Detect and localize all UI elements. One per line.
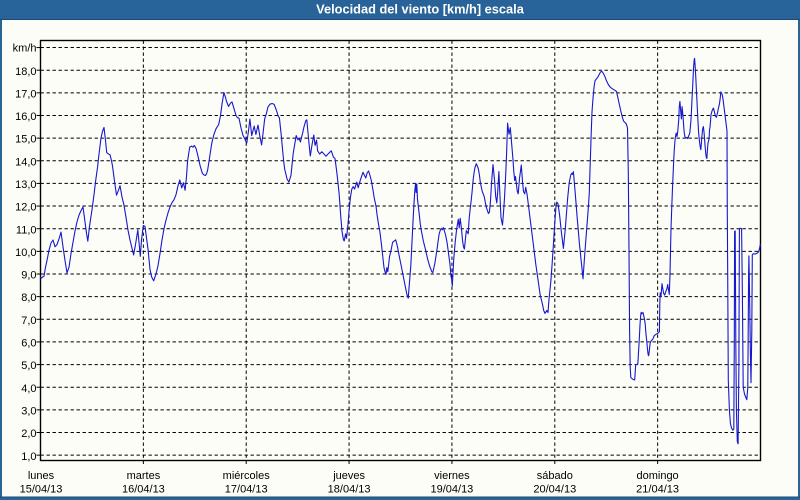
svg-text:sábado: sábado bbox=[537, 470, 573, 482]
svg-text:11,0: 11,0 bbox=[16, 224, 37, 236]
svg-text:8,0: 8,0 bbox=[21, 292, 36, 304]
svg-text:7,0: 7,0 bbox=[21, 315, 36, 327]
svg-text:9,0: 9,0 bbox=[21, 270, 36, 282]
svg-text:jueves: jueves bbox=[332, 470, 365, 482]
svg-text:miércoles: miércoles bbox=[223, 470, 271, 482]
svg-text:4,0: 4,0 bbox=[21, 383, 36, 395]
svg-text:13,0: 13,0 bbox=[15, 179, 36, 191]
svg-text:2,0: 2,0 bbox=[21, 428, 36, 440]
svg-text:17,0: 17,0 bbox=[15, 88, 36, 100]
svg-text:20/04/13: 20/04/13 bbox=[533, 483, 576, 495]
svg-text:5,0: 5,0 bbox=[21, 360, 36, 372]
svg-text:18/04/13: 18/04/13 bbox=[328, 483, 371, 495]
svg-text:3,0: 3,0 bbox=[21, 405, 36, 417]
svg-text:16,0: 16,0 bbox=[15, 111, 36, 123]
svg-text:6,0: 6,0 bbox=[21, 338, 36, 350]
svg-text:domingo: domingo bbox=[636, 470, 678, 482]
svg-text:10,0: 10,0 bbox=[15, 247, 36, 259]
svg-text:Velocidad del viento [km/h] es: Velocidad del viento [km/h] escala bbox=[316, 1, 525, 16]
svg-text:viernes: viernes bbox=[434, 470, 470, 482]
svg-text:18,0: 18,0 bbox=[15, 66, 36, 78]
svg-text:12,0: 12,0 bbox=[15, 202, 36, 214]
svg-text:martes: martes bbox=[127, 470, 161, 482]
svg-text:1,0: 1,0 bbox=[21, 451, 36, 463]
svg-text:17/04/13: 17/04/13 bbox=[225, 483, 268, 495]
svg-text:19/04/13: 19/04/13 bbox=[430, 483, 473, 495]
svg-text:16/04/13: 16/04/13 bbox=[122, 483, 165, 495]
svg-text:14,0: 14,0 bbox=[15, 156, 36, 168]
svg-text:lunes: lunes bbox=[28, 470, 55, 482]
svg-text:15,0: 15,0 bbox=[15, 134, 36, 146]
svg-text:km/h: km/h bbox=[13, 43, 37, 55]
svg-text:15/04/13: 15/04/13 bbox=[20, 483, 63, 495]
svg-text:21/04/13: 21/04/13 bbox=[636, 483, 679, 495]
